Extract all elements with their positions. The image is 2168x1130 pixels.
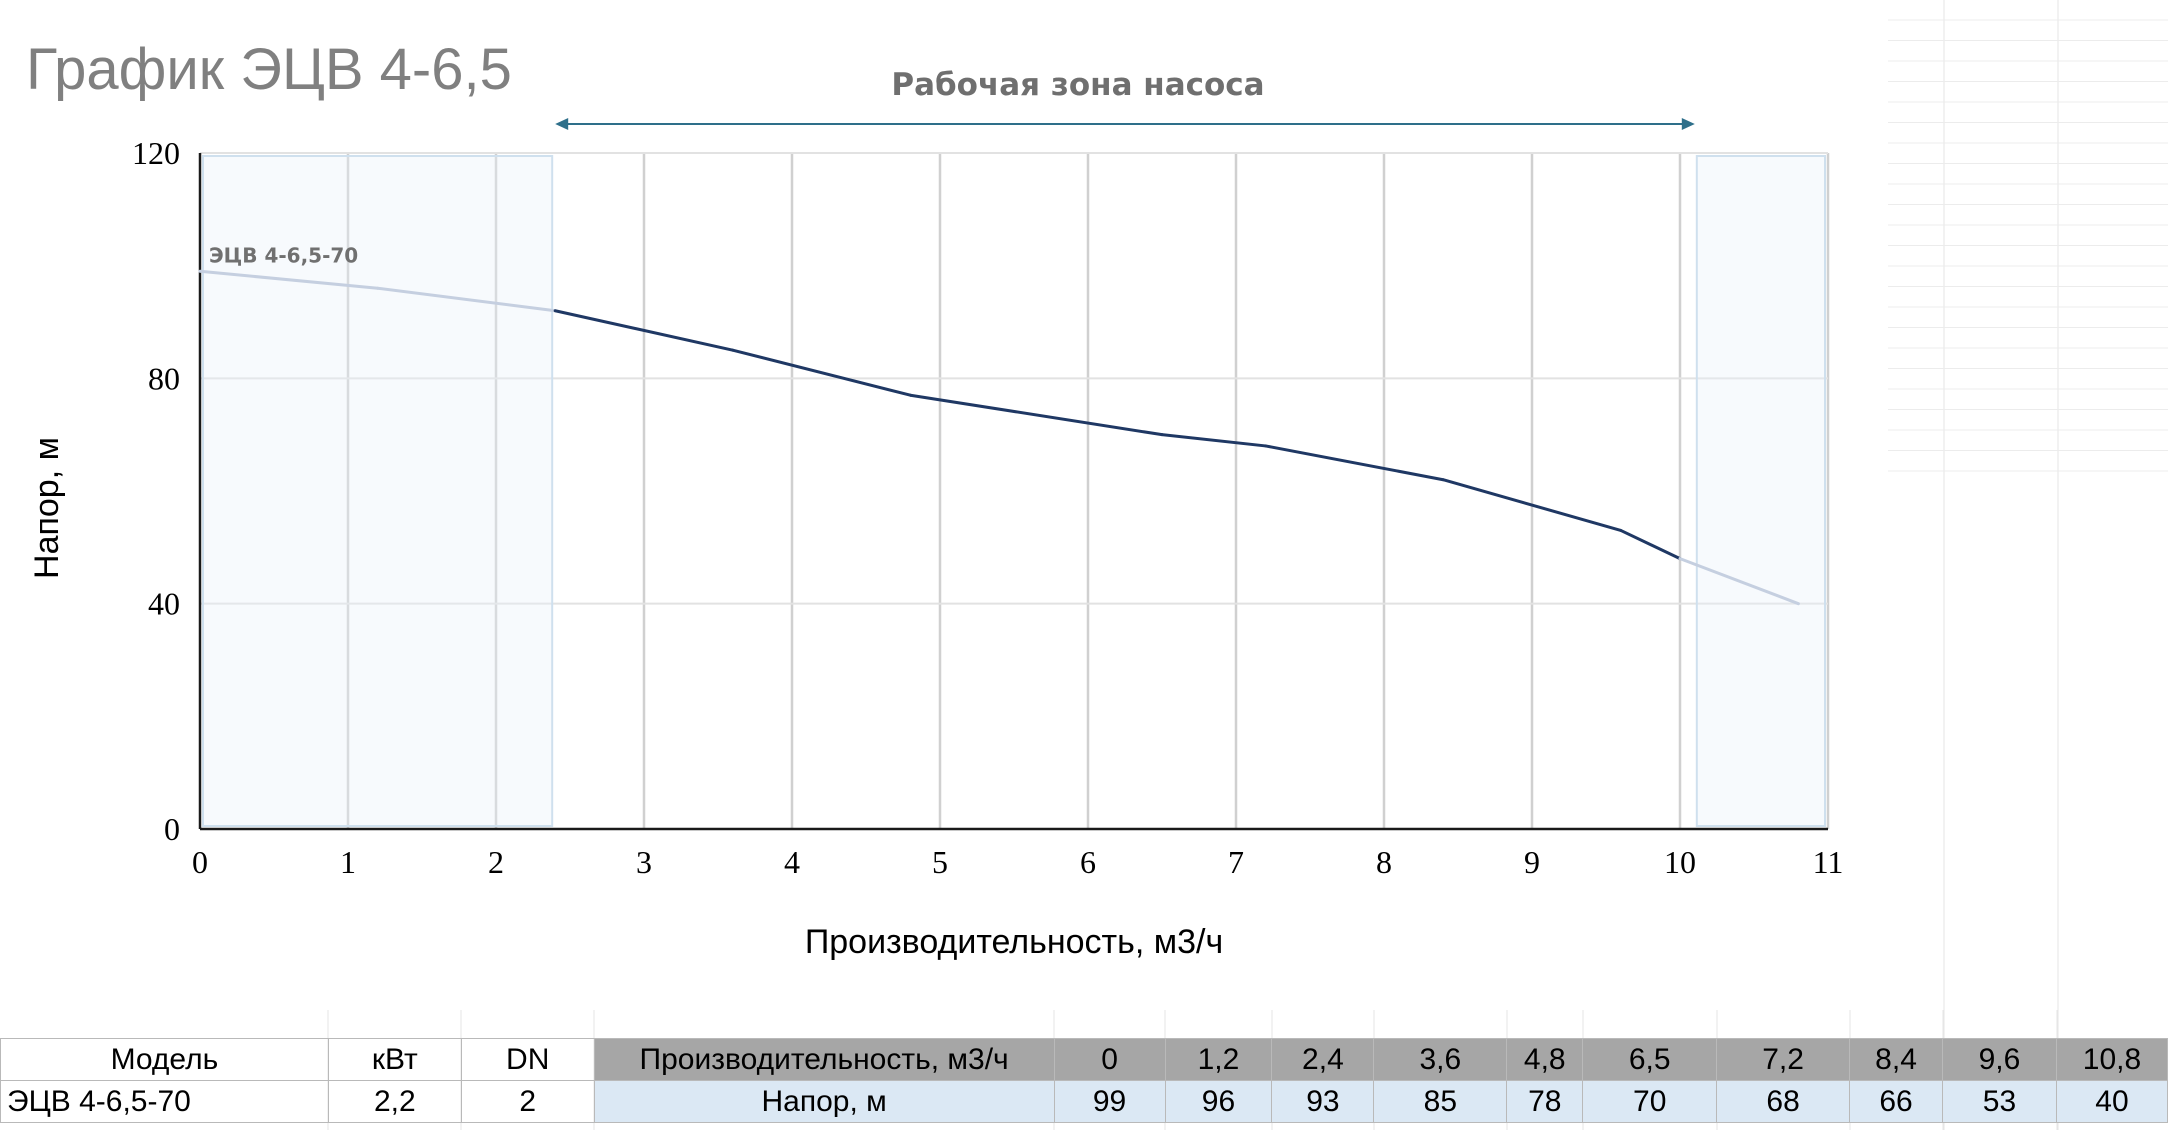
- head-cell: 93: [1271, 1080, 1375, 1123]
- flow-cell: 9,6: [1942, 1038, 2057, 1081]
- flow-cell: 2,4: [1271, 1038, 1375, 1081]
- curve-segment: [1678, 557, 1800, 606]
- flow-cell: 6,5: [1582, 1038, 1718, 1081]
- curve-segment: [908, 393, 1164, 437]
- head-cell: 40: [2055, 1080, 2168, 1123]
- x-tick-label: 11: [1813, 844, 1844, 880]
- curve-segment: [1441, 478, 1623, 532]
- x-axis-title: Производительность, м3/ч: [805, 923, 1223, 961]
- flow-cell: 0: [1053, 1038, 1166, 1081]
- flow-cell: 8,4: [1849, 1038, 1944, 1081]
- y-tick-label: 120: [132, 135, 180, 171]
- head-cell: 66: [1849, 1080, 1944, 1123]
- x-tick-label: 2: [488, 844, 504, 880]
- x-tick-label: 8: [1376, 844, 1392, 880]
- x-tick-label: 4: [784, 844, 800, 880]
- curve-segment: [1619, 528, 1682, 561]
- header-kw: кВт: [327, 1038, 462, 1081]
- head-cell: 85: [1373, 1080, 1508, 1123]
- y-axis-title: Напор, м: [28, 437, 66, 579]
- x-tick-label: 7: [1228, 844, 1244, 880]
- curve-segment: [198, 269, 380, 290]
- y-tick-label: 40: [148, 586, 180, 622]
- x-tick-label: 3: [636, 844, 652, 880]
- x-tick-label: 9: [1524, 844, 1540, 880]
- flow-cell: 3,6: [1373, 1038, 1508, 1081]
- flow-cell: 4,8: [1506, 1038, 1584, 1081]
- head-cell: 70: [1582, 1080, 1718, 1123]
- row-kw: 2,2: [327, 1080, 462, 1123]
- head-cell: 78: [1506, 1080, 1584, 1123]
- row-model: ЭЦВ 4-6,5-70: [0, 1080, 329, 1123]
- x-tick-label: 0: [192, 844, 208, 880]
- curve-segment: [1160, 433, 1268, 448]
- series-label: ЭЦВ 4-6,5-70: [209, 243, 358, 267]
- header-dn: DN: [460, 1038, 595, 1081]
- head-cell: 96: [1164, 1080, 1273, 1123]
- table-row: ЭЦВ 4-6,5-70 2,2 2 Напор, м 99 96 93 85 …: [0, 1080, 2168, 1123]
- y-tick-label: 80: [148, 360, 180, 396]
- flow-cell: 7,2: [1716, 1038, 1851, 1081]
- row-head-label: Напор, м: [593, 1080, 1055, 1123]
- working-zone-label: Рабочая зона насоса: [891, 67, 1264, 103]
- head-cell: 68: [1716, 1080, 1851, 1123]
- flow-cell: 10,8: [2055, 1038, 2168, 1081]
- x-tick-label: 1: [340, 844, 356, 880]
- x-tick-label: 6: [1080, 844, 1096, 880]
- row-dn: 2: [460, 1080, 595, 1123]
- working-zone-arrow-right-icon: [1681, 118, 1695, 130]
- flow-cell: 1,2: [1164, 1038, 1273, 1081]
- page-title: График ЭЦВ 4-6,5: [26, 37, 512, 102]
- x-tick-label: 5: [932, 844, 948, 880]
- y-tick-label: 0: [164, 811, 180, 847]
- working-zone-arrow-left-icon: [555, 118, 569, 130]
- curve-segment: [553, 309, 735, 352]
- pump-data-table: Модель кВт DN Производительность, м3/ч 0…: [0, 1038, 2168, 1123]
- header-model: Модель: [0, 1038, 329, 1081]
- curve-segment: [1264, 444, 1445, 482]
- curve-segment: [731, 348, 912, 397]
- curve-segment: [376, 286, 557, 313]
- table-header-row: Модель кВт DN Производительность, м3/ч 0…: [0, 1038, 2168, 1081]
- x-tick-label: 10: [1664, 844, 1696, 880]
- header-flow: Производительность, м3/ч: [593, 1038, 1055, 1081]
- head-cell: 53: [1942, 1080, 2057, 1123]
- pump-curve-chart: 0 1 2 3 4 5 6 7 8 9 10 11 0 40 80 120 Производительность…: [28, 67, 1844, 961]
- out-of-zone-right: [1695, 155, 1827, 827]
- out-of-zone-left: [202, 155, 554, 827]
- head-cell: 99: [1053, 1080, 1166, 1123]
